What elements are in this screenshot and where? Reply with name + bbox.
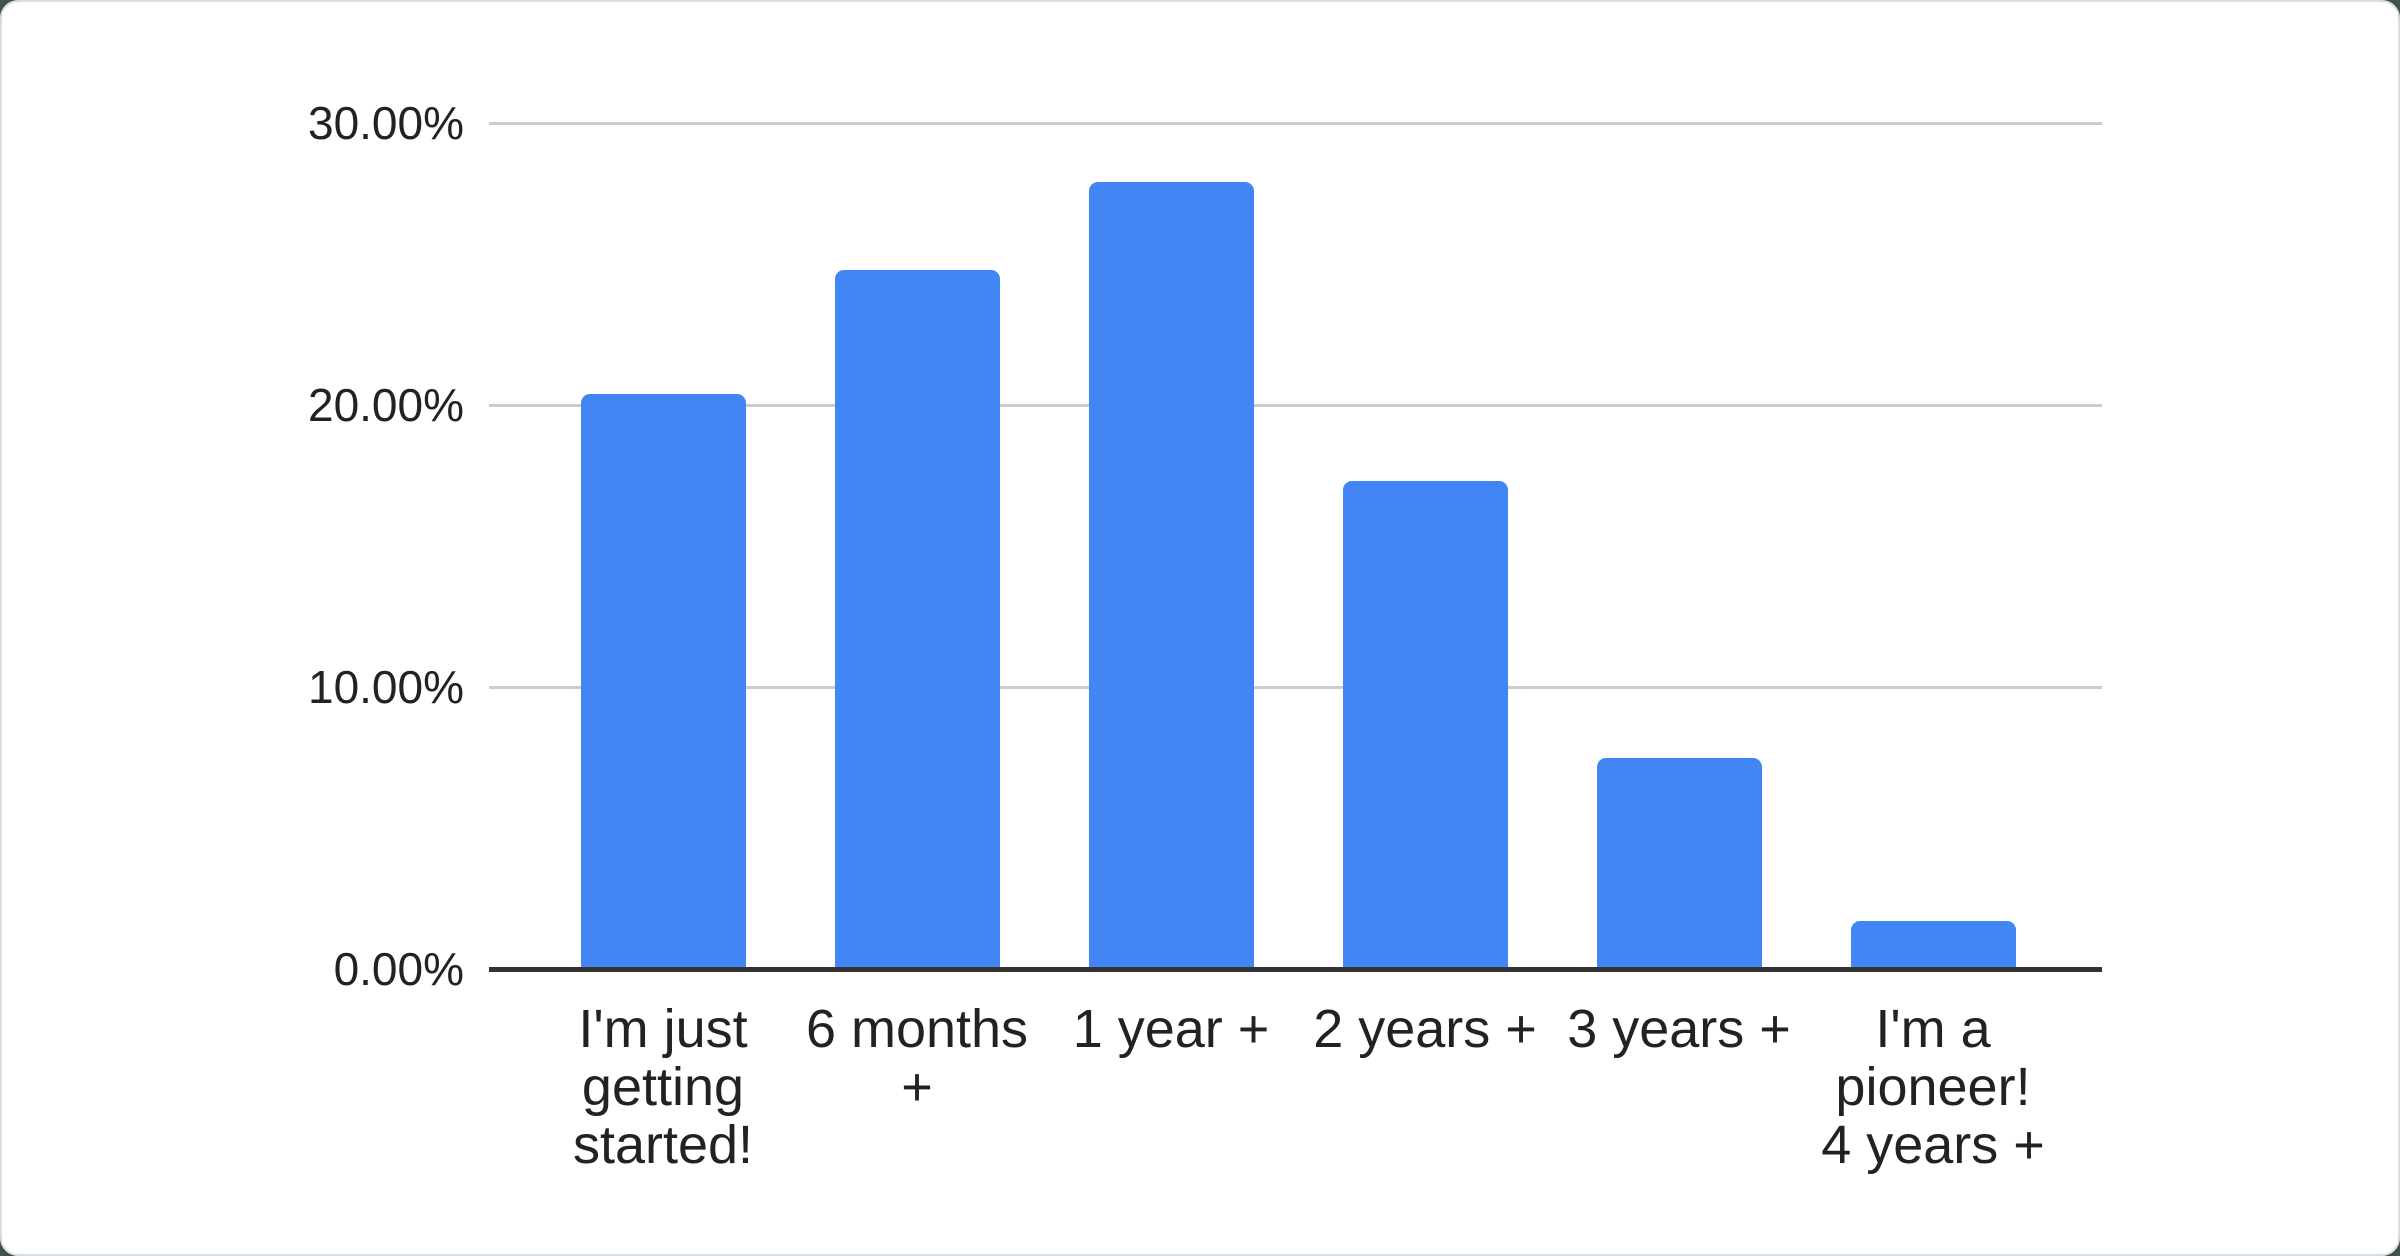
- x-tick-label: 6 months +: [805, 999, 1029, 1117]
- bar[interactable]: [1596, 757, 1762, 969]
- y-tick-label: 30.00%: [307, 97, 464, 149]
- y-tick-label: 20.00%: [307, 379, 464, 431]
- y-grid-line: [489, 686, 2102, 689]
- x-tick-label: 1 year +: [1072, 999, 1270, 1059]
- bar[interactable]: [1850, 921, 2016, 969]
- x-tick-label: 2 years +: [1313, 999, 1537, 1059]
- bar[interactable]: [580, 393, 746, 969]
- x-axis-line: [489, 967, 2102, 972]
- x-tick-label: I'm just getting started!: [572, 999, 754, 1175]
- y-grid-line: [489, 122, 2102, 125]
- bar[interactable]: [1342, 481, 1508, 969]
- x-tick-label: 3 years +: [1567, 999, 1791, 1059]
- bar[interactable]: [834, 269, 1000, 969]
- y-tick-label: 10.00%: [307, 661, 464, 713]
- y-grid-line: [489, 404, 2102, 407]
- bar[interactable]: [1088, 182, 1254, 969]
- y-tick-label: 0.00%: [333, 943, 464, 995]
- x-tick-label: I'm a pioneer! 4 years +: [1821, 999, 2045, 1175]
